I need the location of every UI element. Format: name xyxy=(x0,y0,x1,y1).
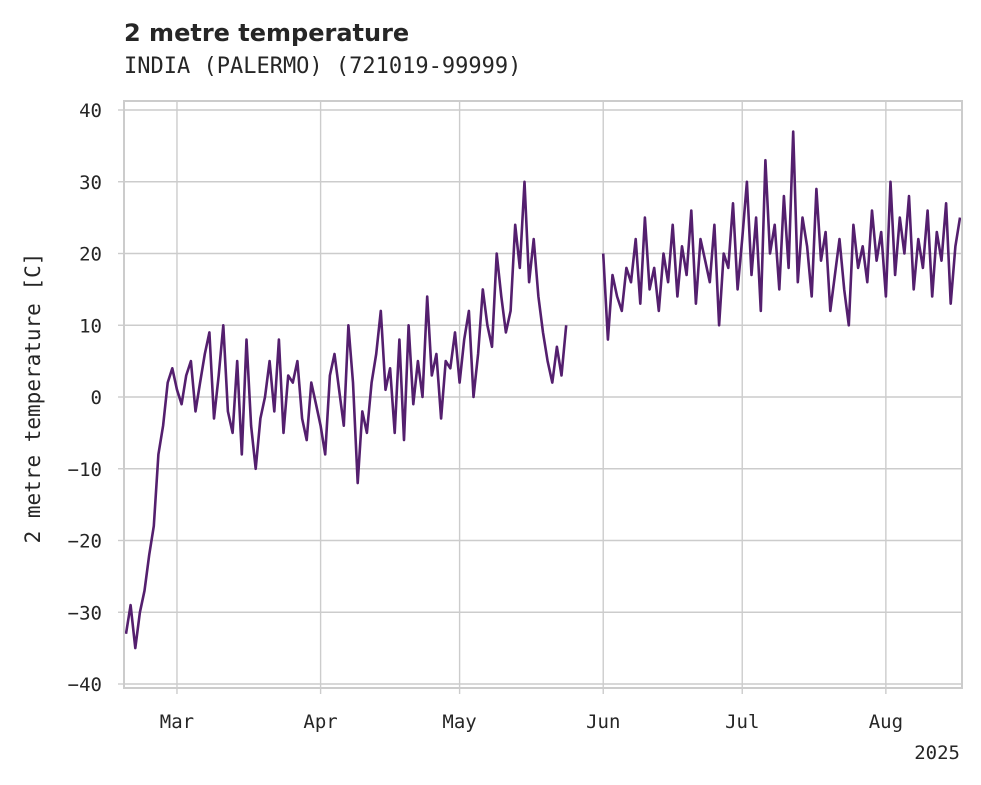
y-tick-label: −40 xyxy=(68,674,102,696)
series-layer xyxy=(124,130,962,650)
plot-frame xyxy=(123,100,963,689)
y-tick-label: 10 xyxy=(79,315,102,337)
x-tick-label: Aug xyxy=(869,711,903,733)
x-tick-label: Mar xyxy=(160,711,194,733)
x-axis-year-label: 2025 xyxy=(914,742,960,764)
y-axis-label: 2 metre temperature [C] xyxy=(21,253,45,544)
temperature-series-line xyxy=(601,130,962,341)
chart-subtitle: INDIA (PALERMO) (721019-99999) xyxy=(124,54,521,79)
y-tick-label: 0 xyxy=(91,387,102,409)
y-axis-ticks: −40 −30 −20 −10 0 10 20 30 40 xyxy=(68,100,124,696)
temperature-series-line xyxy=(124,180,568,650)
x-tick-label: Jun xyxy=(586,711,620,733)
y-tick-label: 30 xyxy=(79,172,102,194)
chart-title: 2 metre temperature xyxy=(124,19,409,47)
y-tick-label: −20 xyxy=(68,531,102,553)
y-tick-label: −10 xyxy=(68,459,102,481)
x-tick-label: Jul xyxy=(725,711,759,733)
y-tick-label: 20 xyxy=(79,244,102,266)
x-axis-ticks: Mar Apr May Jun Jul Aug xyxy=(160,688,903,733)
x-tick-label: Apr xyxy=(303,711,337,733)
x-tick-label: May xyxy=(442,711,476,733)
y-tick-label: −30 xyxy=(68,602,102,624)
y-tick-label: 40 xyxy=(79,100,102,122)
